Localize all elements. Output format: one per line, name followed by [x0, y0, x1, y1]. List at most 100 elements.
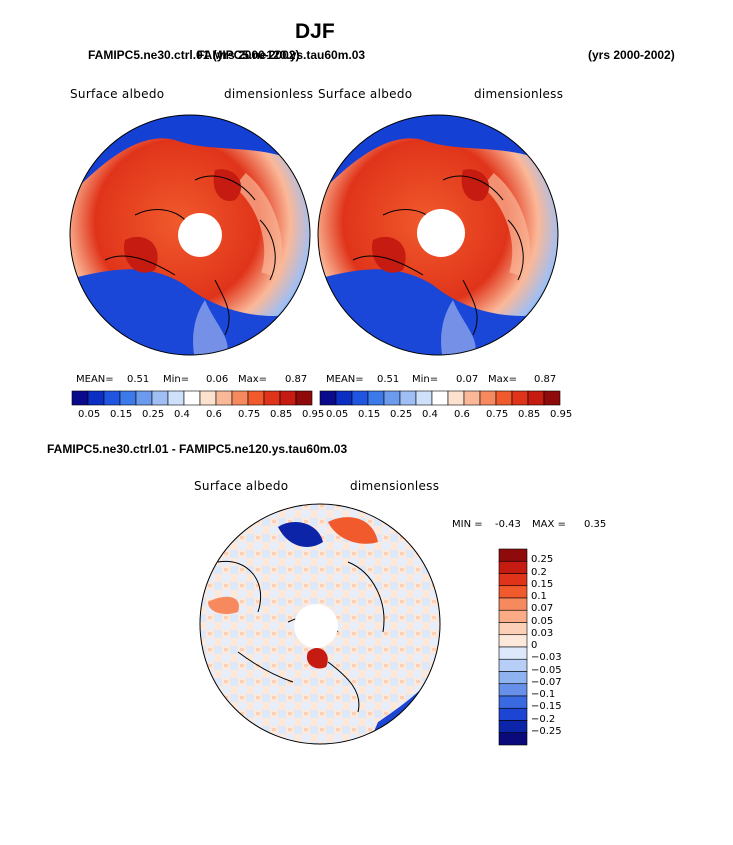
colorbar-tick-label: 0.1 [531, 591, 547, 602]
panel2-min-label: Min= [412, 374, 439, 385]
colorbar-tick-label: −0.05 [531, 664, 562, 676]
colorbar-tick-label: 0.4 [422, 409, 438, 420]
pole-hole [417, 209, 465, 257]
colorbar-tick-label: 0.03 [531, 627, 554, 639]
colorbar-swatch [498, 622, 528, 636]
diff-title: FAMIPC5.ne30.ctrl.01 - FAMIPC5.ne120.ys.… [47, 442, 348, 456]
colorbar-tick-label: −0.1 [531, 689, 556, 700]
colorbar-swatch [498, 707, 528, 721]
colorbar-swatch [431, 390, 449, 406]
colorbar-tick-label: 0.07 [531, 603, 554, 615]
colorbar-swatch [498, 597, 528, 611]
panel1-mean-label: MEAN= [76, 374, 114, 385]
colorbar-tick-label: 0.2 [531, 566, 547, 578]
colorbar-swatch [383, 390, 401, 406]
colorbar-swatch [479, 390, 497, 406]
colorbar-swatch [498, 585, 528, 599]
panel1-max-label: Max= [238, 374, 268, 385]
colorbar-difference [498, 548, 528, 746]
colorbar-tick-label: 0.6 [454, 409, 470, 420]
colorbar-tick-label: 0.85 [270, 409, 293, 420]
colorbar-swatch [498, 548, 528, 562]
colorbar-tick-label: 0.25 [142, 409, 165, 420]
panel2-units: dimensionless [474, 87, 564, 101]
colorbar-tick-label: −0.07 [531, 676, 562, 688]
panel1-variable: Surface albedo [70, 87, 165, 101]
colorbar-swatch [103, 390, 121, 406]
colorbar-swatch [87, 390, 105, 406]
colorbar-swatch [498, 634, 528, 648]
colorbar-tick-label: 0.05 [326, 409, 349, 420]
colorbar-tick-label: 0.15 [358, 409, 381, 420]
colorbar-swatch [498, 683, 528, 697]
colorbar-tick-label: 0.15 [531, 578, 554, 590]
colorbar-tick-label: 0.05 [78, 409, 101, 420]
colorbar-ctrl [71, 390, 313, 406]
colorbar-tick-label: 0.25 [531, 554, 554, 566]
panel2-min: 0.07 [456, 374, 479, 385]
colorbar-swatch [498, 720, 528, 734]
colorbar-tick-label: 0.6 [206, 409, 222, 420]
colorbar-tick-label: 0.95 [550, 409, 573, 420]
colorbar-swatch [319, 390, 337, 406]
colorbar-swatch [199, 390, 217, 406]
panel2-mean-label: MEAN= [326, 374, 364, 385]
colorbar-swatch [498, 695, 528, 709]
colorbar-swatch [463, 390, 481, 406]
colorbar-swatch [295, 390, 313, 406]
colorbar-swatch [279, 390, 297, 406]
colorbar-swatch [335, 390, 353, 406]
panel1-units: dimensionless [224, 87, 314, 101]
colorbar-swatch [183, 390, 201, 406]
pole-hole [178, 213, 222, 257]
colorbar-swatch [415, 390, 433, 406]
panel2-variable: Surface albedo [318, 87, 413, 101]
colorbar-swatch [151, 390, 169, 406]
colorbar-tick-label: −0.03 [531, 652, 562, 664]
panel2-max-label: Max= [488, 374, 518, 385]
panel1-mean: 0.51 [127, 374, 150, 385]
colorbar-swatch [167, 390, 185, 406]
diff-min-label: MIN = [452, 519, 483, 530]
colorbar-tick-label: 0.95 [302, 409, 325, 420]
colorbar-tick-label: 0.75 [486, 409, 509, 420]
colorbar-swatch [231, 390, 249, 406]
colorbar-swatch [498, 609, 528, 623]
colorbar-swatch [495, 390, 513, 406]
polar-map-ctrl [69, 114, 311, 356]
colorbar-tick-label: 0 [531, 640, 538, 651]
diff-min: -0.43 [495, 519, 521, 530]
colorbar-swatch [447, 390, 465, 406]
polar-map-difference [199, 503, 441, 745]
colorbar-swatch [511, 390, 529, 406]
colorbar-swatch [498, 732, 528, 746]
colorbar-tick-label: −0.2 [531, 713, 556, 725]
colorbar-swatch [367, 390, 385, 406]
case-right-title: FAMIPC5.ne120.ys.tau60m.03 [197, 48, 366, 62]
colorbar-swatch [498, 573, 528, 587]
colorbar-swatch [351, 390, 369, 406]
colorbar-tick-label: −0.25 [531, 725, 562, 737]
colorbar-swatch [71, 390, 89, 406]
colorbar-tick-label: −0.15 [531, 701, 562, 713]
colorbar-ne120 [319, 390, 561, 406]
colorbar-tick-label: 0.4 [174, 409, 190, 420]
case-left-title: FAMIPC5.ne30.ctrl.01 (yrs 2000-2002) [88, 48, 300, 62]
colorbar-swatch [263, 390, 281, 406]
colorbar-swatch [498, 646, 528, 660]
diff-variable: Surface albedo [194, 479, 289, 493]
colorbar-swatch [215, 390, 233, 406]
colorbar-swatch [135, 390, 153, 406]
panel1-min: 0.06 [206, 374, 229, 385]
colorbar-swatch [527, 390, 545, 406]
colorbar-tick-label: 0.75 [238, 409, 261, 420]
colorbar-tick-label: 0.15 [110, 409, 133, 420]
colorbar-swatch [498, 671, 528, 685]
diff-max: 0.35 [584, 519, 607, 530]
colorbar-swatch [247, 390, 265, 406]
panel1-max: 0.87 [285, 374, 308, 385]
colorbar-swatch [498, 658, 528, 672]
colorbar-swatch [498, 560, 528, 574]
colorbar-swatch [119, 390, 137, 406]
pole-hole [294, 604, 338, 648]
